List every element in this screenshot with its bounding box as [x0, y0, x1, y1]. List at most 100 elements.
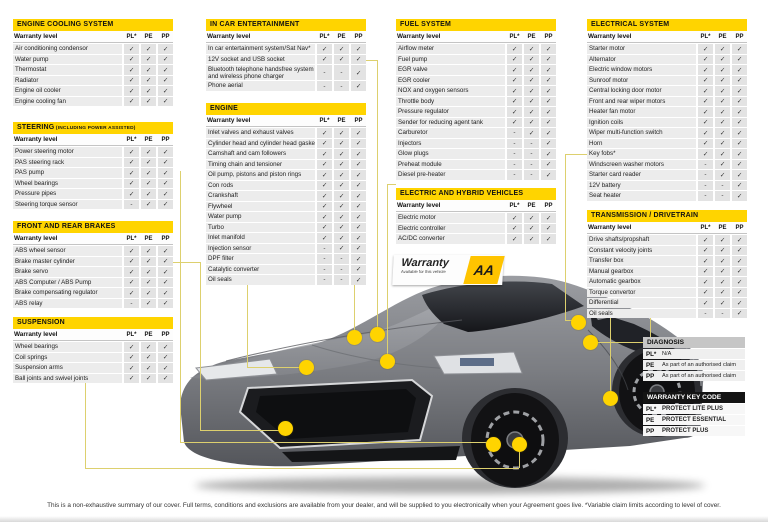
table-row: EGR cooler ✓ ✓ ✓ — [396, 75, 556, 85]
legend-row: PE As part of an authorised claim — [643, 360, 745, 370]
covered-check-icon: ✓ — [317, 159, 332, 169]
covered-check-icon: ✓ — [351, 138, 366, 148]
covered-check-icon: ✓ — [351, 275, 366, 285]
covered-check-icon: ✓ — [351, 44, 366, 54]
covered-check-icon: ✓ — [732, 75, 747, 85]
covered-check-icon: ✓ — [158, 267, 173, 277]
component-label: Power steering motor — [13, 147, 122, 157]
covered-check-icon: ✓ — [541, 170, 556, 180]
covered-check-icon: ✓ — [141, 352, 156, 362]
level-code: PE — [337, 33, 346, 40]
level-code: PP — [161, 136, 170, 143]
callout-line — [180, 442, 491, 443]
covered-check-icon: ✓ — [141, 246, 156, 256]
not-covered-dash-icon: - — [334, 275, 349, 285]
table-row: Brake master cylinder ✓ ✓ ✓ — [13, 256, 173, 266]
not-covered-dash-icon: - — [317, 243, 332, 253]
not-covered-dash-icon: - — [317, 65, 332, 81]
table-ice: IN CAR ENTERTAINMENT Warranty level PL* PE P… — [206, 19, 366, 92]
covered-check-icon: ✓ — [141, 288, 156, 298]
table-row: Alternator ✓ ✓ ✓ — [587, 54, 747, 64]
warranty-level-header: Warranty level PL* PE PP — [396, 200, 556, 212]
covered-check-icon: ✓ — [524, 107, 539, 117]
table-row: Brake servo ✓ ✓ ✓ — [13, 267, 173, 277]
covered-check-icon: ✓ — [732, 149, 747, 159]
covered-check-icon: ✓ — [317, 149, 332, 159]
table-row: Wiper multi-function switch ✓ ✓ ✓ — [587, 128, 747, 138]
covered-check-icon: ✓ — [141, 189, 156, 199]
covered-check-icon: ✓ — [334, 54, 349, 64]
component-label: Catalytic converter — [206, 264, 315, 274]
component-label: Wiper multi-function switch — [587, 128, 696, 138]
covered-check-icon: ✓ — [524, 65, 539, 75]
covered-check-icon: ✓ — [715, 117, 730, 127]
table-row: Starter motor ✓ ✓ ✓ — [587, 44, 747, 54]
component-label: Cylinder head and cylinder head gasket — [206, 138, 315, 148]
covered-check-icon: ✓ — [507, 213, 522, 223]
table-row: Catalytic converter - - ✓ — [206, 264, 366, 274]
table-row: Carburetor - ✓ ✓ — [396, 128, 556, 138]
covered-check-icon: ✓ — [334, 149, 349, 159]
covered-check-icon: ✓ — [732, 44, 747, 54]
covered-check-icon: ✓ — [541, 75, 556, 85]
covered-check-icon: ✓ — [158, 288, 173, 298]
table-row: Throttle body ✓ ✓ ✓ — [396, 96, 556, 106]
warranty-roof-sign: Warranty Available for this vehicle AA — [392, 255, 505, 285]
legend-row: PL* N/A — [643, 349, 745, 359]
warranty-level-label: Warranty level — [14, 331, 58, 338]
covered-check-icon: ✓ — [541, 128, 556, 138]
covered-check-icon: ✓ — [732, 191, 747, 201]
covered-check-icon: ✓ — [158, 373, 173, 383]
covered-check-icon: ✓ — [334, 212, 349, 222]
covered-check-icon: ✓ — [732, 65, 747, 75]
component-label: Inlet manifold — [206, 233, 315, 243]
covered-check-icon: ✓ — [715, 75, 730, 85]
not-covered-dash-icon: - — [334, 254, 349, 264]
covered-check-icon: ✓ — [351, 201, 366, 211]
covered-check-icon: ✓ — [158, 44, 173, 54]
table-row: Ball joints and swivel joints ✓ ✓ ✓ — [13, 373, 173, 383]
covered-check-icon: ✓ — [351, 254, 366, 264]
table-row: Electric motor ✓ ✓ ✓ — [396, 213, 556, 223]
level-code: PE — [527, 202, 536, 209]
callout-line — [387, 184, 396, 185]
covered-check-icon: ✓ — [124, 267, 139, 277]
component-label: Brake master cylinder — [13, 256, 122, 266]
covered-check-icon: ✓ — [317, 170, 332, 180]
callout-dot — [582, 334, 598, 350]
covered-check-icon: ✓ — [351, 128, 366, 138]
table-row: Constant velocity joints ✓ ✓ ✓ — [587, 245, 747, 255]
warranty-level-label: Warranty level — [397, 33, 441, 40]
covered-check-icon: ✓ — [698, 235, 713, 245]
covered-check-icon: ✓ — [732, 138, 747, 148]
component-label: Central locking door motor — [587, 86, 696, 96]
covered-check-icon: ✓ — [334, 243, 349, 253]
level-code: PP — [544, 33, 553, 40]
covered-check-icon: ✓ — [317, 128, 332, 138]
not-covered-dash-icon: - — [698, 308, 713, 318]
level-code: PL* — [509, 33, 520, 40]
not-covered-dash-icon: - — [715, 191, 730, 201]
legend-code: PP — [646, 372, 655, 380]
level-code: PL* — [700, 33, 711, 40]
table-row: Heater fan motor ✓ ✓ ✓ — [587, 107, 747, 117]
callout-dot — [298, 359, 314, 375]
component-label: Oil pump, pistons and piston rings — [206, 170, 315, 180]
covered-check-icon: ✓ — [541, 138, 556, 148]
component-label: Starter card reader — [587, 170, 696, 180]
component-label: Differential — [587, 298, 696, 308]
component-label: 12V battery — [587, 180, 696, 190]
table-suspension: SUSPENSION Warranty level PL* PE PP Wheel bea… — [13, 317, 173, 384]
legend-desc: As part of an authorised claim — [662, 361, 736, 368]
warranty-level-header: Warranty level PL* PE PP — [396, 31, 556, 43]
component-label: Thermostat — [13, 65, 122, 75]
legend-row: PE PROTECT ESSENTIAL — [643, 415, 745, 425]
covered-check-icon: ✓ — [541, 44, 556, 54]
not-covered-dash-icon: - — [715, 308, 730, 318]
callout-line — [596, 342, 650, 343]
covered-check-icon: ✓ — [141, 256, 156, 266]
covered-check-icon: ✓ — [698, 54, 713, 64]
table-title: ELECTRICAL SYSTEM — [587, 19, 747, 31]
legend-code: PE — [646, 361, 655, 369]
